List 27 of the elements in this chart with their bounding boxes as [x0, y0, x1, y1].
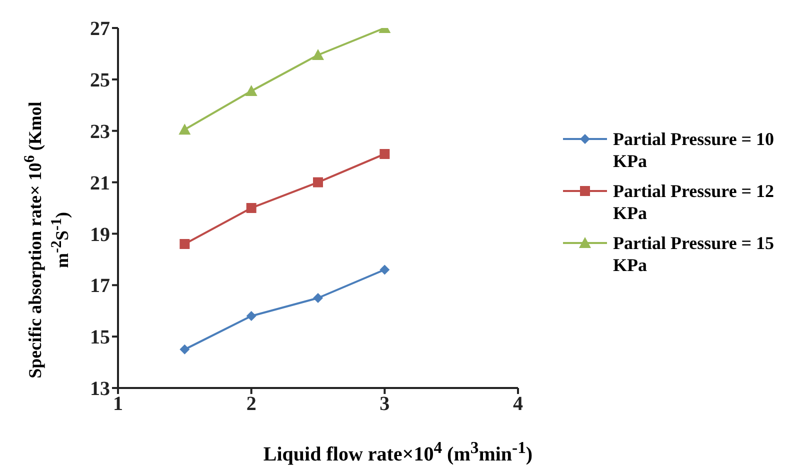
point [245, 85, 258, 96]
x-tick-label: 4 [513, 393, 523, 416]
y-tick-label: 27 [90, 18, 110, 40]
legend-label: Partial Pressure = 15 KPa [613, 232, 776, 276]
point [380, 149, 390, 159]
legend-label: Partial Pressure = 12 KPa [613, 180, 776, 224]
y-tick-label: 13 [90, 378, 110, 400]
y-tick-label: 25 [90, 70, 110, 92]
x-tick-label: 3 [380, 393, 390, 416]
point [312, 49, 324, 60]
point [246, 311, 256, 321]
point [246, 203, 256, 213]
x-axis-title: Liquid flow rate×10$^{4}$ (m$^{3}$min$^{-1}$) [262, 438, 534, 467]
point [380, 264, 390, 275]
x-tick-label: 1 [113, 393, 123, 416]
y-tick-label: 21 [90, 172, 110, 194]
y-tick-label: 19 [90, 224, 110, 246]
y-tick-label: 15 [90, 326, 110, 349]
point [180, 344, 190, 354]
y-tick-label: 17 [90, 275, 110, 298]
x-tick-label: 2 [246, 393, 256, 416]
point [178, 124, 191, 135]
point [313, 177, 323, 188]
point [180, 239, 190, 249]
legend-label: Partial Pressure = 10 KPa [613, 128, 776, 172]
y-tick-label: 23 [90, 120, 110, 143]
point [313, 293, 323, 303]
